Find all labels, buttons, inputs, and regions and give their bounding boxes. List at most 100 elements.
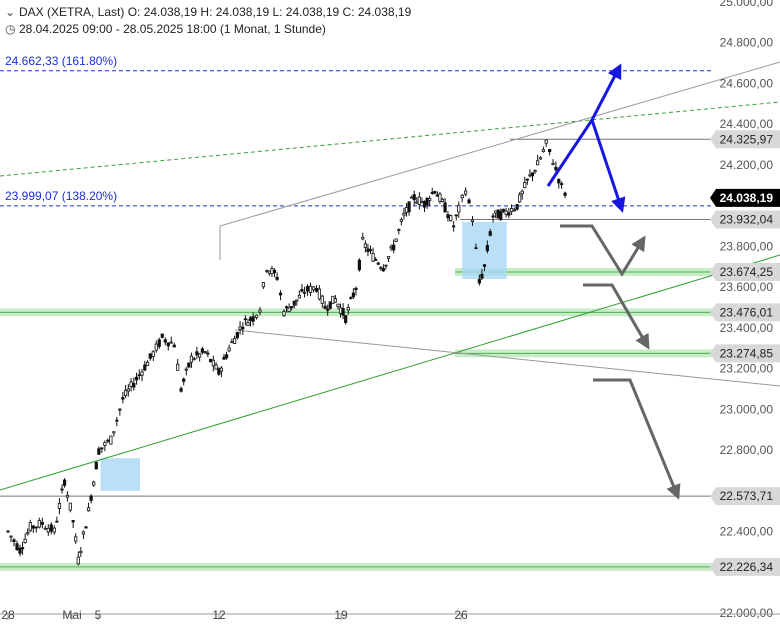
candle-body <box>272 270 277 274</box>
candle-body <box>485 245 489 252</box>
level-label-2: 23.932,04 <box>720 213 774 227</box>
candle-body <box>166 342 170 347</box>
candle-body <box>49 524 53 532</box>
candle-body <box>507 212 511 216</box>
candle-body <box>351 292 355 298</box>
candle-body <box>192 358 196 361</box>
x-tick-3: 12 <box>212 608 226 622</box>
candle-body <box>344 315 348 324</box>
candle-body <box>28 522 32 532</box>
candle-body <box>15 543 19 550</box>
candle-body <box>248 317 253 321</box>
candle-body <box>43 527 47 530</box>
candle-body <box>68 502 72 511</box>
candle-body <box>410 196 414 199</box>
candle-body <box>394 238 398 242</box>
level-label-0: 24.325,97 <box>720 132 774 146</box>
candle-body <box>512 209 516 212</box>
candle-body <box>407 201 411 213</box>
x-tick-1: Mai <box>62 608 81 622</box>
candle-body <box>118 408 122 411</box>
candle-body <box>92 481 96 486</box>
candle-body <box>282 311 286 316</box>
x-tick-5: 26 <box>454 608 468 622</box>
candle-body <box>235 331 239 339</box>
candle-body <box>452 225 456 228</box>
candle-body <box>176 363 180 371</box>
candle-body <box>290 306 294 309</box>
candle-body <box>65 494 70 498</box>
scenario-arrow-gray-1 <box>560 224 646 277</box>
candle-body <box>52 527 56 533</box>
candle-body <box>496 209 500 219</box>
candle-body <box>379 267 383 270</box>
candle-body <box>209 358 213 363</box>
candle-body <box>160 333 164 338</box>
candle-body <box>399 219 403 222</box>
level-tag-7 <box>710 557 780 576</box>
candle-body <box>336 303 340 307</box>
candle-body <box>189 355 194 363</box>
candle-body <box>386 256 391 259</box>
candle-body <box>305 286 310 292</box>
y-tick-12: 22.000,00 <box>720 606 774 620</box>
candle-body <box>420 201 424 204</box>
candle-body <box>454 214 458 217</box>
candle-body <box>219 367 224 372</box>
candle-body <box>34 526 38 529</box>
y-tick-1: 24.800,00 <box>720 36 774 50</box>
candle-body <box>376 262 380 265</box>
candle-body <box>389 246 393 249</box>
candle-body <box>184 368 188 371</box>
level-label-7: 22.226,34 <box>720 560 774 574</box>
y-tick-11: 22.400,00 <box>720 525 774 539</box>
candle-body <box>86 507 91 512</box>
candle-body <box>430 191 434 194</box>
candle-body <box>71 520 75 523</box>
candle-body <box>217 368 221 375</box>
scenario-arrow-down-blue <box>590 119 626 213</box>
candle-body <box>518 194 522 203</box>
candle-body <box>20 547 25 550</box>
candle-body <box>480 273 484 279</box>
candle-body <box>106 439 110 442</box>
candle-body <box>326 308 330 311</box>
candle-body <box>422 200 427 208</box>
level-label-3: 23.674,25 <box>720 265 774 279</box>
candle-body <box>132 383 136 388</box>
candle-body <box>251 316 255 322</box>
candle-body <box>148 353 152 359</box>
candle-body <box>415 201 419 204</box>
candle-body <box>488 231 492 236</box>
candle-body <box>287 307 291 312</box>
clock-icon: ◷ <box>5 22 16 36</box>
candle-body <box>246 322 250 327</box>
candle-body <box>467 199 471 204</box>
level-label-4: 23.476,01 <box>720 305 774 319</box>
candle-body <box>440 198 445 202</box>
level-label-6: 22.573,71 <box>720 489 774 503</box>
candle-body <box>121 397 125 400</box>
candle-body <box>123 389 128 396</box>
candle-body <box>363 243 367 248</box>
candle-body <box>84 526 88 529</box>
candle-body <box>9 535 13 538</box>
ohlc-readout: DAX (XETRA, Last) O: 24.038,19 H: 24.038… <box>19 5 412 19</box>
candle-body <box>206 352 210 355</box>
candle-body <box>538 157 543 160</box>
level-label-5: 23.274,85 <box>720 346 774 360</box>
candle-body <box>81 531 86 535</box>
candle-body <box>397 229 401 231</box>
candle-body <box>317 288 321 300</box>
y-tick-7: 23.400,00 <box>720 321 774 335</box>
level-tag-0 <box>710 130 780 149</box>
candle-body <box>143 364 147 371</box>
candle-body <box>278 292 283 296</box>
candle-body <box>23 538 27 543</box>
x-tick-0: 28 <box>1 608 15 622</box>
candle-body <box>74 536 78 542</box>
candle-body <box>331 295 335 304</box>
chevron-down-icon[interactable]: ⌄ <box>5 5 16 19</box>
y-tick-10: 22.800,00 <box>720 443 774 457</box>
